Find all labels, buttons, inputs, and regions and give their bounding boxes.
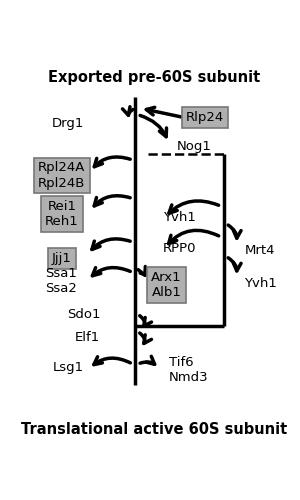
Text: Jjj1: Jjj1 [52,252,72,265]
Text: Elf1: Elf1 [75,332,100,344]
Text: Rei1
Reh1: Rei1 Reh1 [45,200,79,228]
Text: Translational active 60S subunit: Translational active 60S subunit [21,422,287,437]
Text: Arx1
Alb1: Arx1 Alb1 [151,271,182,299]
Text: RPP0: RPP0 [163,242,196,255]
Text: Drg1: Drg1 [52,117,84,130]
Text: Sdo1: Sdo1 [67,308,100,322]
Text: Nog1: Nog1 [177,140,212,153]
Text: Rlp24: Rlp24 [186,112,224,124]
Text: Yvh1: Yvh1 [244,277,277,290]
Text: Tif6
Nmd3: Tif6 Nmd3 [169,356,208,384]
Text: Ssa1
Ssa2: Ssa1 Ssa2 [45,268,77,295]
Text: Exported pre-60S subunit: Exported pre-60S subunit [48,70,260,85]
Text: Yvh1: Yvh1 [163,212,196,224]
Text: Rpl24A
Rpl24B: Rpl24A Rpl24B [38,162,86,190]
Text: Lsg1: Lsg1 [53,362,84,374]
Text: Mrt4: Mrt4 [244,244,275,257]
